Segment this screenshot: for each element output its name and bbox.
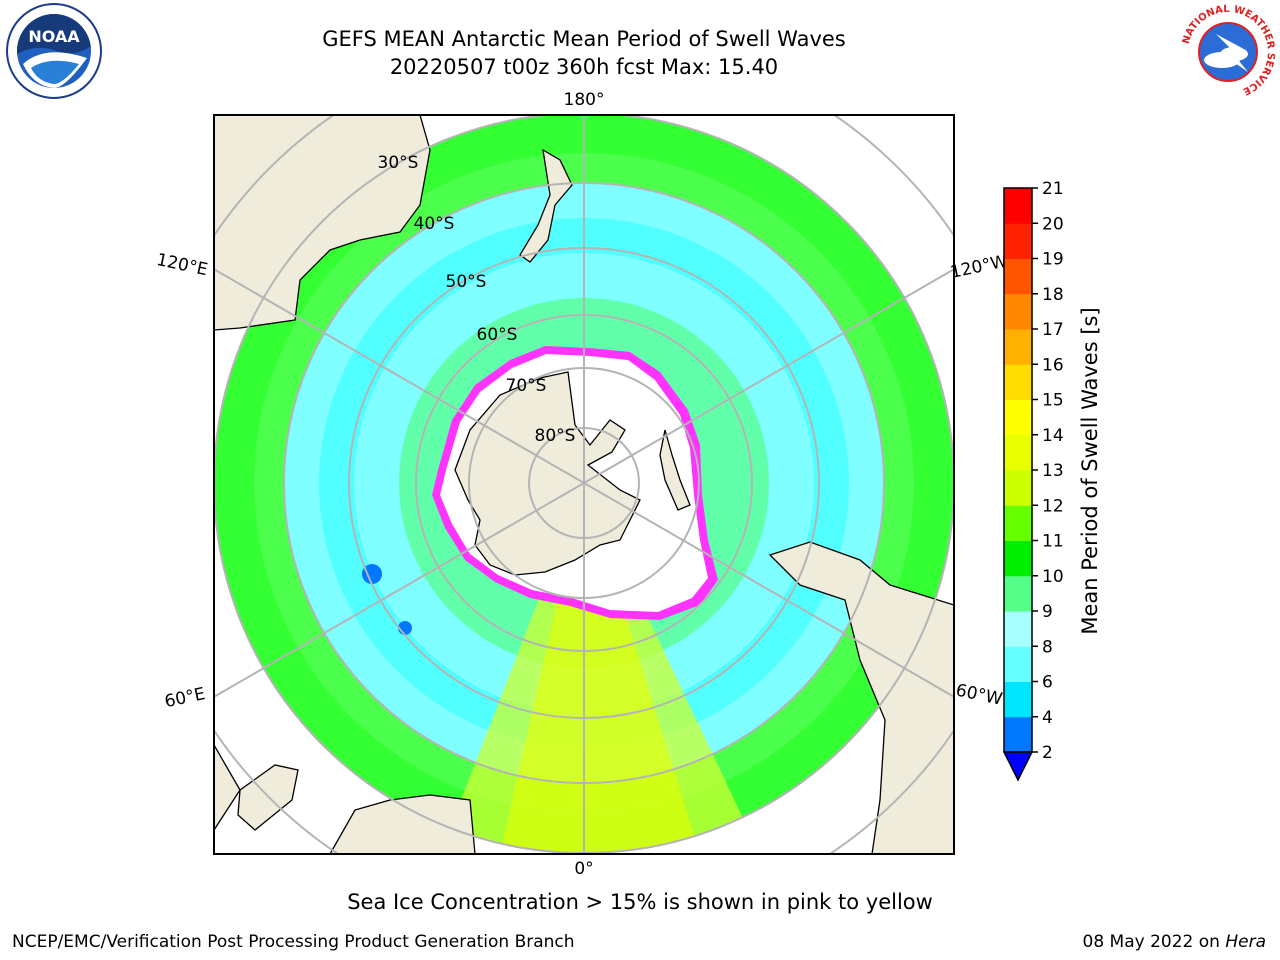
sea-ice-note: Sea Ice Concentration > 15% is shown in … — [347, 890, 933, 914]
land-south-africa-tip — [214, 743, 241, 832]
colorbar-block — [1004, 434, 1032, 471]
colorbar-tick-label: 15 — [1042, 391, 1064, 411]
colorbar-block — [1004, 364, 1032, 400]
parallel-label-50s: 50°S — [446, 272, 487, 292]
footer-date-text: 08 May 2022 on — [1082, 932, 1220, 952]
land-antarctic-peninsula — [659, 429, 691, 511]
colorbar-block — [1004, 646, 1032, 682]
colorbar-extend-arrow — [1002, 751, 1034, 782]
land-new-zealand — [519, 148, 573, 263]
colorbar-tick-label: 12 — [1042, 496, 1064, 516]
nws-logo: NATIONAL WEATHER SERVICE — [1178, 2, 1278, 106]
colorbar-block — [1004, 329, 1032, 365]
footer-machine: Hera — [1225, 932, 1266, 952]
colorbar-tick-label: 13 — [1042, 461, 1064, 481]
footer-credit: NCEP/EMC/Verification Post Processing Pr… — [12, 932, 575, 952]
parallel-label-40s: 40°S — [414, 214, 455, 234]
colorbar-block — [1004, 575, 1032, 612]
colorbar-tick-label: 4 — [1042, 708, 1053, 728]
land-antarctica — [454, 371, 641, 576]
colorbar-tick-label: 10 — [1042, 567, 1064, 587]
colorbar-block — [1004, 611, 1032, 647]
colorbar-tick-label: 6 — [1042, 673, 1053, 693]
colorbar-tick-label: 17 — [1042, 320, 1064, 340]
parallel-label-70s: 70°S — [506, 376, 547, 396]
meridian-label-180: 180° — [564, 90, 605, 110]
colorbar-block — [1004, 293, 1032, 330]
colorbar-tick-label: 21 — [1042, 180, 1064, 199]
parallel-label-30s: 30°S — [378, 153, 419, 173]
colorbar-block — [1004, 188, 1032, 224]
colorbar-block — [1004, 540, 1032, 577]
noaa-logo-text: NOAA — [28, 27, 80, 46]
colorbar-tick-label: 18 — [1042, 285, 1064, 305]
colorbar-block — [1004, 258, 1032, 295]
chart-subtitle: 20220507 t00z 360h fcst Max: 15.40 — [389, 55, 779, 79]
colorbar-tick-label: 9 — [1042, 602, 1053, 622]
meridian-label-120e: 120°E — [155, 250, 210, 280]
colorbar-block — [1004, 505, 1032, 541]
meridian-label-60e: 60°E — [163, 684, 207, 712]
colorbar-tick-label: 20 — [1042, 214, 1064, 234]
colorbar-tick-label: 11 — [1042, 532, 1064, 552]
colorbar-label: Mean Period of Swell Waves [s] — [1078, 307, 1102, 635]
colorbar-tick-label: 16 — [1042, 355, 1064, 375]
footer-date: 08 May 2022 on Hera — [1083, 932, 1267, 952]
map-frame — [213, 114, 955, 855]
colorbar-tick-label: 8 — [1042, 637, 1053, 657]
colorbar-block — [1004, 681, 1032, 718]
meridian-label-0: 0° — [574, 859, 593, 879]
chart-title: GEFS MEAN Antarctic Mean Period of Swell… — [322, 27, 846, 51]
colorbar-block — [1004, 470, 1032, 506]
noaa-logo: NOAA — [5, 2, 103, 104]
colorbar-block — [1004, 716, 1032, 753]
colorbar: 2 4 6 8 9 10 11 12 13 14 15 16 17 18 19 20 21 — [1002, 180, 1064, 782]
colorbar-tick-label: 14 — [1042, 426, 1064, 446]
colorbar-tick-label: 2 — [1042, 743, 1053, 763]
parallel-label-80s: 80°S — [535, 426, 576, 446]
parallel-label-60s: 60°S — [477, 325, 518, 345]
colorbar-block — [1004, 223, 1032, 259]
colorbar-block — [1004, 399, 1032, 436]
colorbar-tick-label: 19 — [1042, 250, 1064, 270]
